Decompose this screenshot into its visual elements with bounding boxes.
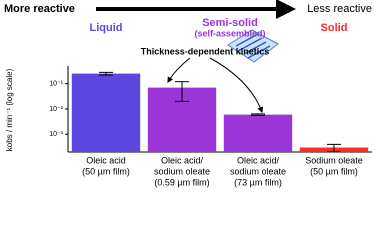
x-tick-label: sodium oleate	[230, 166, 286, 176]
x-tick-label: Oleic acid	[86, 155, 126, 165]
y-tick-label: 10⁻³	[49, 131, 63, 138]
annotation: Thickness-dependent kinetics	[141, 46, 270, 56]
x-tick-label: (0.59 µm film)	[154, 177, 209, 187]
top-left-label: More reactive	[4, 3, 75, 15]
annotation-arrow	[209, 57, 264, 114]
x-tick-label: Oleic acid/	[161, 155, 204, 165]
x-tick-label: sodium oleate	[154, 166, 210, 176]
phase-label: Semi-solid	[202, 17, 258, 29]
y-tick-label: 10⁻²	[49, 106, 63, 113]
bar	[71, 73, 141, 152]
x-tick-label: Sodium oleate	[305, 155, 363, 165]
x-tick-label: (50 µm film)	[82, 166, 130, 176]
chart: More reactive Less reactive Thickness-de…	[4, 0, 372, 187]
x-tick-label: (50 µm film)	[310, 166, 358, 176]
phase-label: Liquid	[90, 22, 123, 34]
top-right-label: Less reactive	[307, 3, 372, 15]
bar	[223, 114, 293, 152]
x-tick-label: Oleic acid/	[237, 155, 280, 165]
molecule-illustration	[227, 29, 279, 63]
x-tick-label: (73 µm film)	[234, 177, 282, 187]
y-axis-label: kobs / min⁻¹ (log scale)	[5, 68, 14, 151]
phase-label: Solid	[321, 22, 348, 34]
y-tick-label: 10⁻¹	[49, 81, 63, 88]
annotation-arrow	[167, 57, 191, 84]
phase-label: (self-assembled)	[194, 28, 265, 38]
